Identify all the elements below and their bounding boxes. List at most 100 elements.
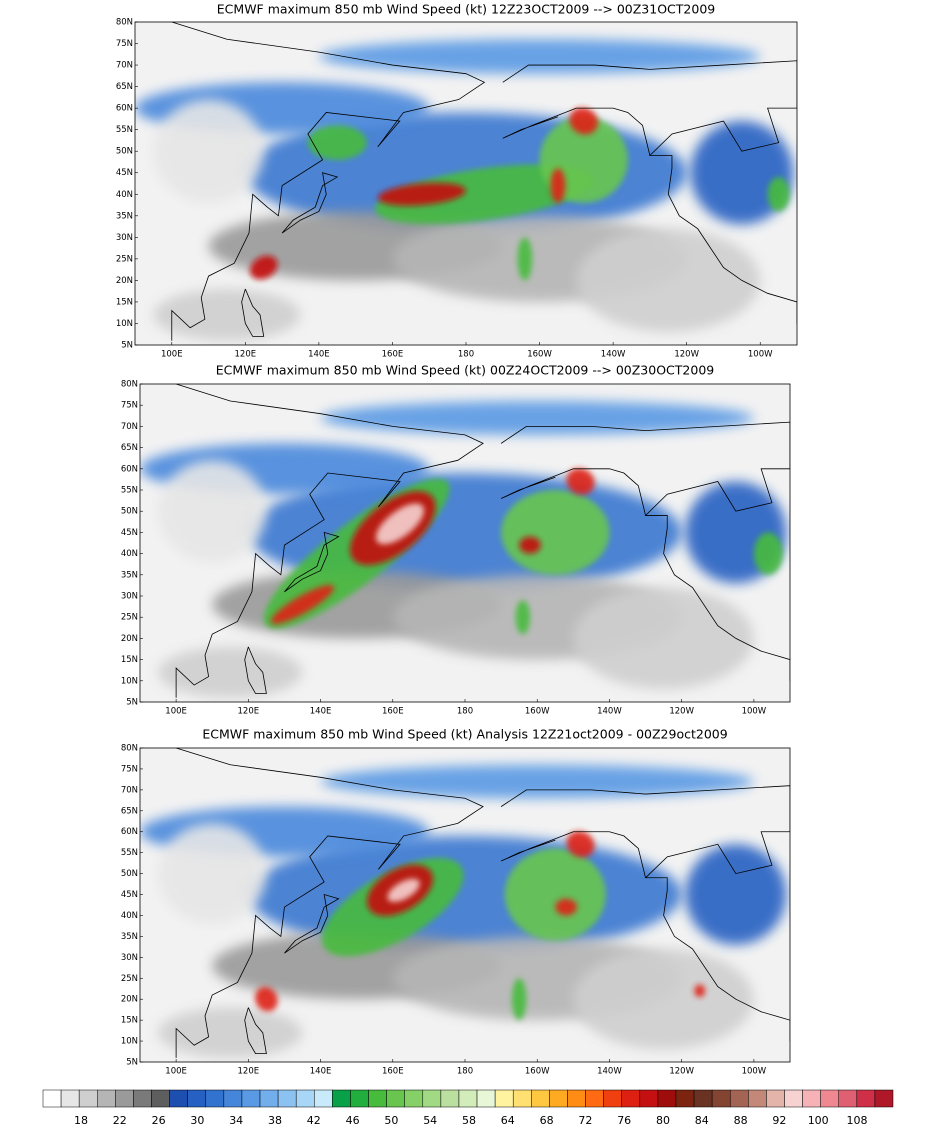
- wind-area: [566, 831, 595, 858]
- wind-area: [158, 1007, 303, 1058]
- lat-label: 25N: [121, 974, 138, 984]
- wind-area: [320, 764, 754, 799]
- lat-label: 45N: [116, 168, 133, 178]
- colorbar-label: 108: [847, 1114, 868, 1127]
- lon-label: 180: [458, 350, 474, 360]
- wind-area: [515, 600, 530, 635]
- colorbar-label: 30: [190, 1114, 204, 1127]
- lat-label: 35N: [121, 570, 138, 580]
- lon-label: 160W: [527, 350, 552, 360]
- lat-label: 30N: [121, 953, 138, 963]
- map-field: [140, 384, 790, 702]
- lat-label: 35N: [121, 932, 138, 942]
- wind-area: [158, 460, 267, 563]
- lat-label: 30N: [116, 233, 133, 243]
- map-field: [135, 22, 797, 345]
- colorbar-swatch: [748, 1089, 767, 1108]
- wind-area: [153, 99, 264, 203]
- lon-label: 140W: [597, 1067, 622, 1077]
- colorbar-swatch: [60, 1089, 80, 1108]
- colorbar-swatch: [295, 1089, 315, 1108]
- colorbar-swatch: [603, 1089, 622, 1108]
- coastline: [500, 831, 646, 878]
- colorbar-swatch: [711, 1089, 731, 1108]
- coastline: [171, 22, 486, 341]
- wind-area: [573, 948, 754, 1050]
- coastline: [500, 785, 790, 1042]
- colorbar-swatch: [476, 1089, 496, 1108]
- wind-area: [375, 164, 594, 225]
- lat-label: 70N: [121, 785, 138, 795]
- colorbar-label: 54: [423, 1114, 437, 1127]
- lat-label: 65N: [116, 82, 133, 92]
- colorbar-swatch: [259, 1089, 279, 1108]
- colorbar-label: 100: [808, 1114, 829, 1127]
- lat-label: 20N: [121, 995, 138, 1005]
- lon-label: 100E: [161, 350, 183, 360]
- wind-area: [375, 503, 425, 545]
- lat-label: 45N: [121, 890, 138, 900]
- lat-label: 10N: [121, 1037, 138, 1047]
- lat-label: 60N: [121, 464, 138, 474]
- lon-label: 140W: [597, 707, 622, 717]
- lat-label: 10N: [116, 319, 133, 329]
- coastline: [500, 421, 790, 681]
- coastline: [502, 60, 797, 324]
- lon-label: 140W: [601, 350, 626, 360]
- colorbar-label: 42: [307, 1114, 321, 1127]
- lon-label: 120W: [669, 1067, 694, 1077]
- wind-area: [501, 490, 610, 575]
- colorbar-swatch: [422, 1089, 442, 1108]
- coastline: [284, 893, 340, 954]
- wind-area: [550, 168, 566, 203]
- colorbar-swatch: [440, 1089, 460, 1108]
- coastline: [284, 531, 340, 593]
- lat-label: 15N: [121, 1016, 138, 1026]
- wind-area: [566, 468, 595, 495]
- colorbar-swatch: [151, 1089, 170, 1108]
- colorbar-swatch: [332, 1089, 351, 1108]
- lat-label: 15N: [121, 655, 138, 665]
- lat-label: 80N: [116, 18, 133, 28]
- wind-area: [153, 289, 301, 341]
- colorbar-swatch: [621, 1089, 641, 1108]
- colorbar-swatch: [386, 1089, 405, 1108]
- coastline: [244, 646, 267, 694]
- lat-label: 5N: [126, 1058, 138, 1068]
- wind-area: [573, 587, 754, 690]
- wind-area: [377, 182, 466, 206]
- lat-label: 30N: [121, 592, 138, 602]
- colorbar-swatch: [693, 1089, 713, 1108]
- wind-area: [511, 978, 527, 1021]
- colorbar-swatch: [115, 1089, 134, 1108]
- wind-area: [569, 107, 598, 135]
- wind-area: [690, 121, 794, 225]
- lon-label: 100E: [165, 1067, 187, 1077]
- colorbar-swatch: [78, 1089, 98, 1108]
- colorbar-swatch: [223, 1089, 243, 1108]
- colorbar-label: 34: [229, 1114, 243, 1127]
- wind-area: [517, 237, 533, 281]
- colorbar-swatch: [567, 1089, 586, 1108]
- colorbar-swatch: [585, 1089, 604, 1108]
- colorbar-label: 18: [74, 1114, 88, 1127]
- colorbar-swatch: [368, 1089, 387, 1108]
- lat-label: 75N: [121, 764, 138, 774]
- colorbar-swatch: [458, 1089, 478, 1108]
- lon-label: 140E: [310, 1067, 332, 1077]
- lat-label: 25N: [116, 254, 133, 264]
- wind-area: [519, 536, 541, 554]
- colorbar-swatch: [856, 1089, 876, 1108]
- colorbar-label: 22: [113, 1114, 127, 1127]
- colorbar-label: 50: [384, 1114, 398, 1127]
- lat-label: 55N: [116, 125, 133, 135]
- colorbar-label: 72: [578, 1114, 592, 1127]
- lat-label: 75N: [121, 401, 138, 411]
- wind-area: [555, 898, 577, 916]
- wind-area: [270, 584, 335, 624]
- lon-label: 160E: [382, 350, 404, 360]
- wind-area: [387, 878, 420, 902]
- colorbar-swatch: [97, 1089, 116, 1108]
- colorbar-swatch: [657, 1089, 677, 1108]
